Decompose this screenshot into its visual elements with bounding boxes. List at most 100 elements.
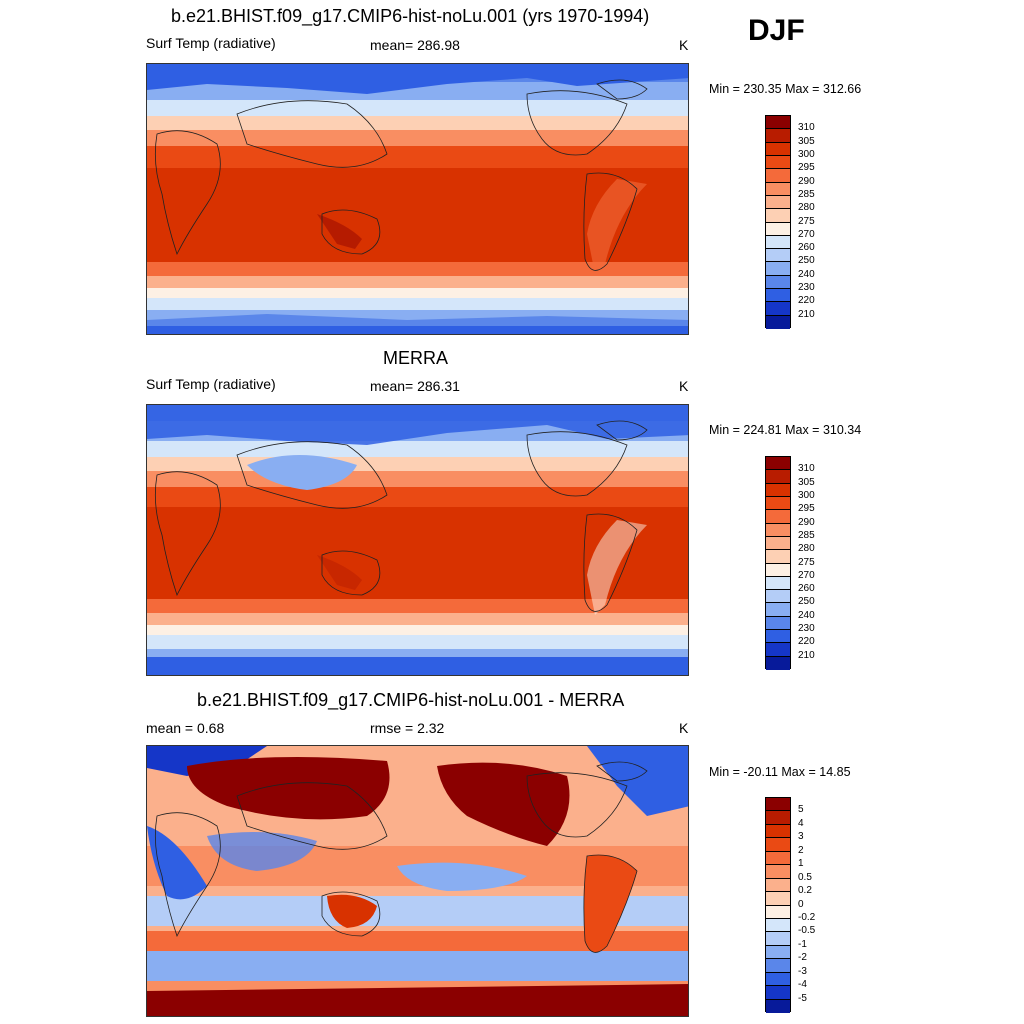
colorbar-swatch: [766, 945, 790, 960]
colorbar-tick-label: -0.2: [798, 911, 816, 923]
colorbar-swatch: [766, 576, 790, 591]
panel3-mean-label: mean = 0.68: [146, 720, 225, 736]
panel1-map: [146, 63, 689, 335]
colorbar-tick-label: 305: [798, 135, 815, 147]
colorbar-swatch: [766, 129, 790, 143]
panel2-title: MERRA: [383, 348, 449, 368]
panel1-colorbar: [765, 115, 791, 329]
colorbar-tick-label: 260: [798, 242, 815, 254]
colorbar-swatch: [766, 798, 790, 812]
colorbar-swatch: [766, 315, 790, 329]
colorbar-tick-label: -4: [798, 979, 807, 991]
colorbar-swatch: [766, 275, 790, 290]
colorbar-swatch: [766, 959, 790, 973]
colorbar-tick-label: -5: [798, 992, 807, 1004]
colorbar-tick-label: -1: [798, 938, 807, 950]
colorbar-swatch: [766, 116, 790, 130]
panel1-title: b.e21.BHIST.f09_g17.CMIP6-hist-noLu.001 …: [171, 6, 650, 26]
colorbar-tick-label: 270: [798, 228, 815, 240]
panel3-title: b.e21.BHIST.f09_g17.CMIP6-hist-noLu.001 …: [197, 690, 625, 710]
colorbar-tick-label: 250: [798, 255, 815, 267]
colorbar-tick-label: -2: [798, 952, 807, 964]
colorbar-swatch: [766, 142, 790, 156]
panel1-variable-label: Surf Temp (radiative): [146, 35, 276, 51]
colorbar-swatch: [766, 302, 790, 316]
colorbar-swatch: [766, 905, 790, 919]
colorbar-tick-label: 210: [798, 649, 815, 661]
panel2-minmax: Min = 224.81 Max = 310.34: [709, 423, 862, 437]
colorbar-tick-label: 220: [798, 295, 815, 307]
panel2-map: [146, 404, 689, 676]
colorbar-tick-label: 3: [798, 831, 804, 843]
colorbar-swatch: [766, 603, 790, 617]
colorbar-swatch: [766, 483, 790, 497]
colorbar-swatch: [766, 986, 790, 1000]
colorbar-tick-label: -3: [798, 965, 807, 977]
colorbar-swatch: [766, 496, 790, 511]
colorbar-tick-label: 240: [798, 268, 815, 280]
colorbar-tick-label: 1: [798, 858, 804, 870]
panel3-rmse-label: rmse = 2.32: [370, 720, 445, 736]
panel3-units: K: [679, 720, 689, 736]
panel3-difference-map: [146, 745, 689, 1017]
colorbar-swatch: [766, 878, 790, 893]
colorbar-swatch: [766, 656, 790, 670]
panel1-minmax: Min = 230.35 Max = 312.66: [709, 82, 862, 96]
colorbar-tick-label: 230: [798, 282, 815, 294]
colorbar-swatch: [766, 932, 790, 946]
colorbar-swatch: [766, 563, 790, 577]
colorbar-swatch: [766, 630, 790, 644]
colorbar-swatch: [766, 510, 790, 524]
colorbar-swatch: [766, 249, 790, 263]
colorbar-swatch: [766, 155, 790, 170]
colorbar-tick-label: 280: [798, 202, 815, 214]
colorbar-swatch: [766, 169, 790, 183]
colorbar-swatch: [766, 865, 790, 879]
colorbar-tick-label: 220: [798, 636, 815, 648]
colorbar-tick-label: 230: [798, 623, 815, 635]
colorbar-swatch: [766, 222, 790, 236]
colorbar-swatch: [766, 235, 790, 250]
colorbar-swatch: [766, 457, 790, 471]
colorbar-tick-label: 250: [798, 596, 815, 608]
colorbar-swatch: [766, 195, 790, 210]
colorbar-tick-label: 300: [798, 148, 815, 160]
colorbar-swatch: [766, 262, 790, 276]
colorbar-swatch: [766, 643, 790, 657]
colorbar-tick-label: 275: [798, 556, 815, 568]
colorbar-tick-label: 295: [798, 162, 815, 174]
panel3-colorbar: [765, 797, 791, 1013]
panel2-colorbar: [765, 456, 791, 670]
colorbar-tick-label: 310: [798, 122, 815, 134]
colorbar-tick-label: 305: [798, 476, 815, 488]
colorbar-swatch: [766, 523, 790, 537]
colorbar-swatch: [766, 999, 790, 1013]
colorbar-swatch: [766, 824, 790, 839]
colorbar-swatch: [766, 918, 790, 933]
colorbar-tick-label: 0.5: [798, 871, 812, 883]
panel1-mean-label: mean= 286.98: [370, 37, 460, 53]
colorbar-swatch: [766, 851, 790, 866]
colorbar-tick-label: 260: [798, 583, 815, 595]
colorbar-tick-label: 270: [798, 569, 815, 581]
colorbar-swatch: [766, 550, 790, 564]
colorbar-swatch: [766, 209, 790, 223]
colorbar-swatch: [766, 590, 790, 604]
colorbar-tick-label: 290: [798, 516, 815, 528]
colorbar-swatch: [766, 182, 790, 196]
colorbar-tick-label: 0: [798, 898, 804, 910]
colorbar-tick-label: 310: [798, 463, 815, 475]
colorbar-tick-label: 290: [798, 175, 815, 187]
colorbar-tick-label: -0.5: [798, 925, 816, 937]
season-label: DJF: [748, 14, 805, 47]
panel3-minmax: Min = -20.11 Max = 14.85: [709, 765, 851, 779]
colorbar-tick-label: 210: [798, 308, 815, 320]
colorbar-swatch: [766, 289, 790, 303]
colorbar-swatch: [766, 892, 790, 906]
colorbar-tick-label: 2: [798, 844, 804, 856]
colorbar-swatch: [766, 470, 790, 484]
colorbar-tick-label: 4: [798, 817, 804, 829]
colorbar-swatch: [766, 616, 790, 631]
colorbar-tick-label: 240: [798, 609, 815, 621]
colorbar-swatch: [766, 972, 790, 987]
